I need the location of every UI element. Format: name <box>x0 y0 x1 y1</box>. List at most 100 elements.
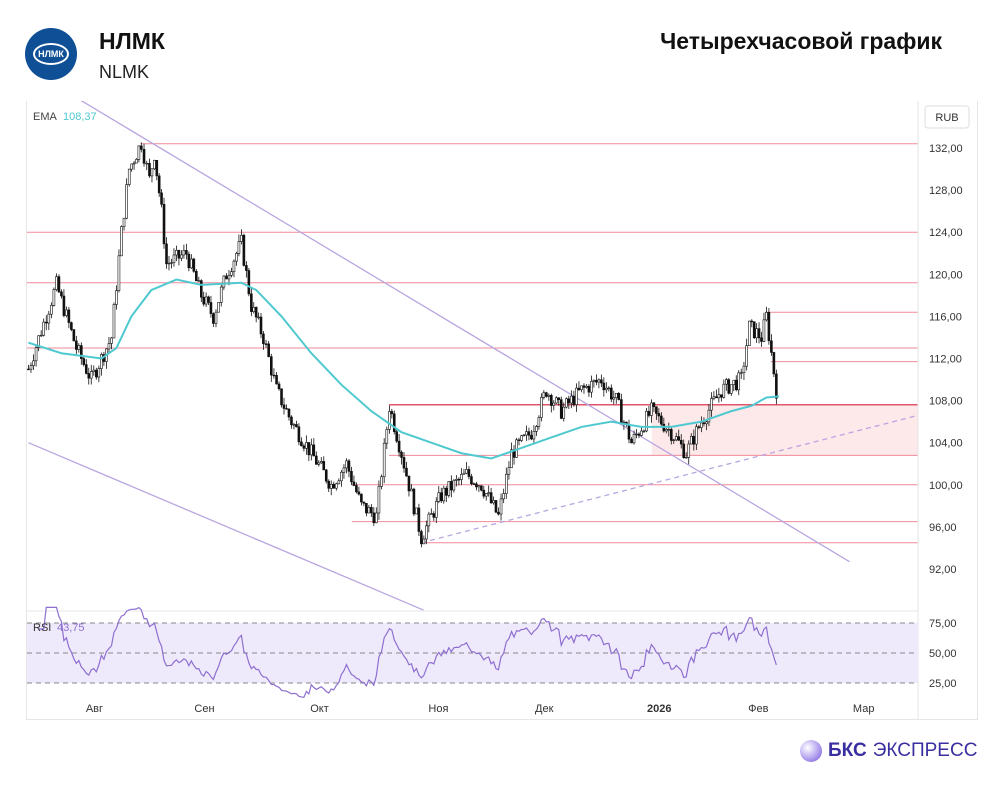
candle-body <box>472 483 476 485</box>
candle-body <box>39 334 43 337</box>
candle-body <box>565 398 568 408</box>
candle-body <box>577 387 581 391</box>
y-tick-label: 108,00 <box>929 396 963 408</box>
candle-body <box>214 311 218 324</box>
candle-body <box>204 296 208 305</box>
candle-body <box>570 395 573 404</box>
candle-body <box>32 360 35 366</box>
y-tick-label: 92,00 <box>929 564 957 576</box>
candle-body <box>620 399 623 424</box>
candle-body <box>687 443 691 458</box>
candle-body <box>597 379 601 383</box>
candle-body <box>748 320 751 346</box>
candle-body <box>199 280 203 298</box>
candle-body <box>180 254 183 259</box>
candle-body <box>510 449 513 468</box>
candle-body <box>455 478 458 481</box>
candle-body <box>612 397 616 400</box>
candle-body <box>302 445 306 449</box>
candle-body <box>57 276 61 293</box>
candle-body <box>97 368 101 378</box>
candle-body <box>772 352 776 375</box>
candle-body <box>272 374 276 377</box>
candle-body <box>292 424 296 426</box>
candle-body <box>745 345 748 367</box>
candle-body <box>295 424 298 428</box>
candle-body <box>635 433 638 436</box>
candle-body <box>130 163 133 170</box>
candle-body <box>727 379 731 394</box>
candle-body <box>162 204 166 245</box>
y-tick-label: 104,00 <box>929 438 963 450</box>
candle-body <box>167 262 171 265</box>
candle-body <box>252 307 256 312</box>
candle-body <box>437 492 441 502</box>
candle-body <box>530 434 533 440</box>
candle-body <box>305 442 308 449</box>
x-tick-label: Фев <box>748 703 768 715</box>
candle-body <box>240 234 243 242</box>
candle-body <box>762 319 766 342</box>
candle-body <box>153 159 156 170</box>
candle-body <box>190 258 193 269</box>
candle-body <box>580 385 583 391</box>
candle-body <box>307 442 311 456</box>
candle-body <box>489 492 493 504</box>
candle-body <box>197 280 201 282</box>
candle-body <box>280 388 283 406</box>
candle-body <box>165 243 168 265</box>
candle-body <box>80 345 83 359</box>
candle-body <box>739 372 743 374</box>
candle-body <box>312 444 316 457</box>
brand-rest: ЭКСПРЕСС <box>872 740 978 761</box>
candle-body <box>137 145 141 160</box>
candle-body <box>352 481 356 486</box>
candle-body <box>417 507 421 532</box>
y-tick-label: 100,00 <box>929 480 963 492</box>
candle-body <box>475 483 478 488</box>
candle-body <box>52 289 56 306</box>
candle-body <box>140 145 143 150</box>
candle-body <box>674 436 678 441</box>
candle-body <box>230 271 233 276</box>
x-tick-label: Ноя <box>428 703 448 715</box>
brand-sphere-icon <box>800 740 822 762</box>
candle-body <box>125 184 128 219</box>
candle-body <box>640 430 643 436</box>
candle-body <box>465 469 468 474</box>
candle-body <box>652 402 656 408</box>
candle-body <box>439 492 443 502</box>
candle-body <box>765 312 768 321</box>
candle-body <box>209 302 213 314</box>
candle-body <box>434 501 438 518</box>
candle-body <box>582 385 586 388</box>
candle-body <box>390 411 394 415</box>
candle-body <box>540 397 543 418</box>
candle-body <box>397 440 401 453</box>
rsi-tick-label: 50,00 <box>929 648 957 660</box>
candle-body <box>245 265 248 271</box>
candle-body <box>117 255 121 291</box>
candle-body <box>310 444 313 456</box>
candle-body <box>337 480 341 485</box>
x-tick-label: Авг <box>86 703 103 715</box>
candle-body <box>480 485 483 491</box>
candle-body <box>192 258 196 272</box>
x-tick-label: Дек <box>535 703 554 715</box>
candle-body <box>29 365 33 370</box>
x-tick-label: Окт <box>310 703 329 715</box>
candle-body <box>720 394 723 398</box>
candle-body <box>132 162 136 165</box>
candle-body <box>742 365 746 373</box>
rsi-value: 43,75 <box>57 622 85 634</box>
candle-body <box>44 321 48 324</box>
candle-body <box>115 290 118 305</box>
candle-body <box>264 343 268 345</box>
candle-body <box>95 369 98 378</box>
candle-body <box>445 487 448 496</box>
candle-body <box>172 254 176 263</box>
candle-body <box>322 461 326 471</box>
candle-body <box>242 234 246 266</box>
candle-body <box>689 436 693 445</box>
